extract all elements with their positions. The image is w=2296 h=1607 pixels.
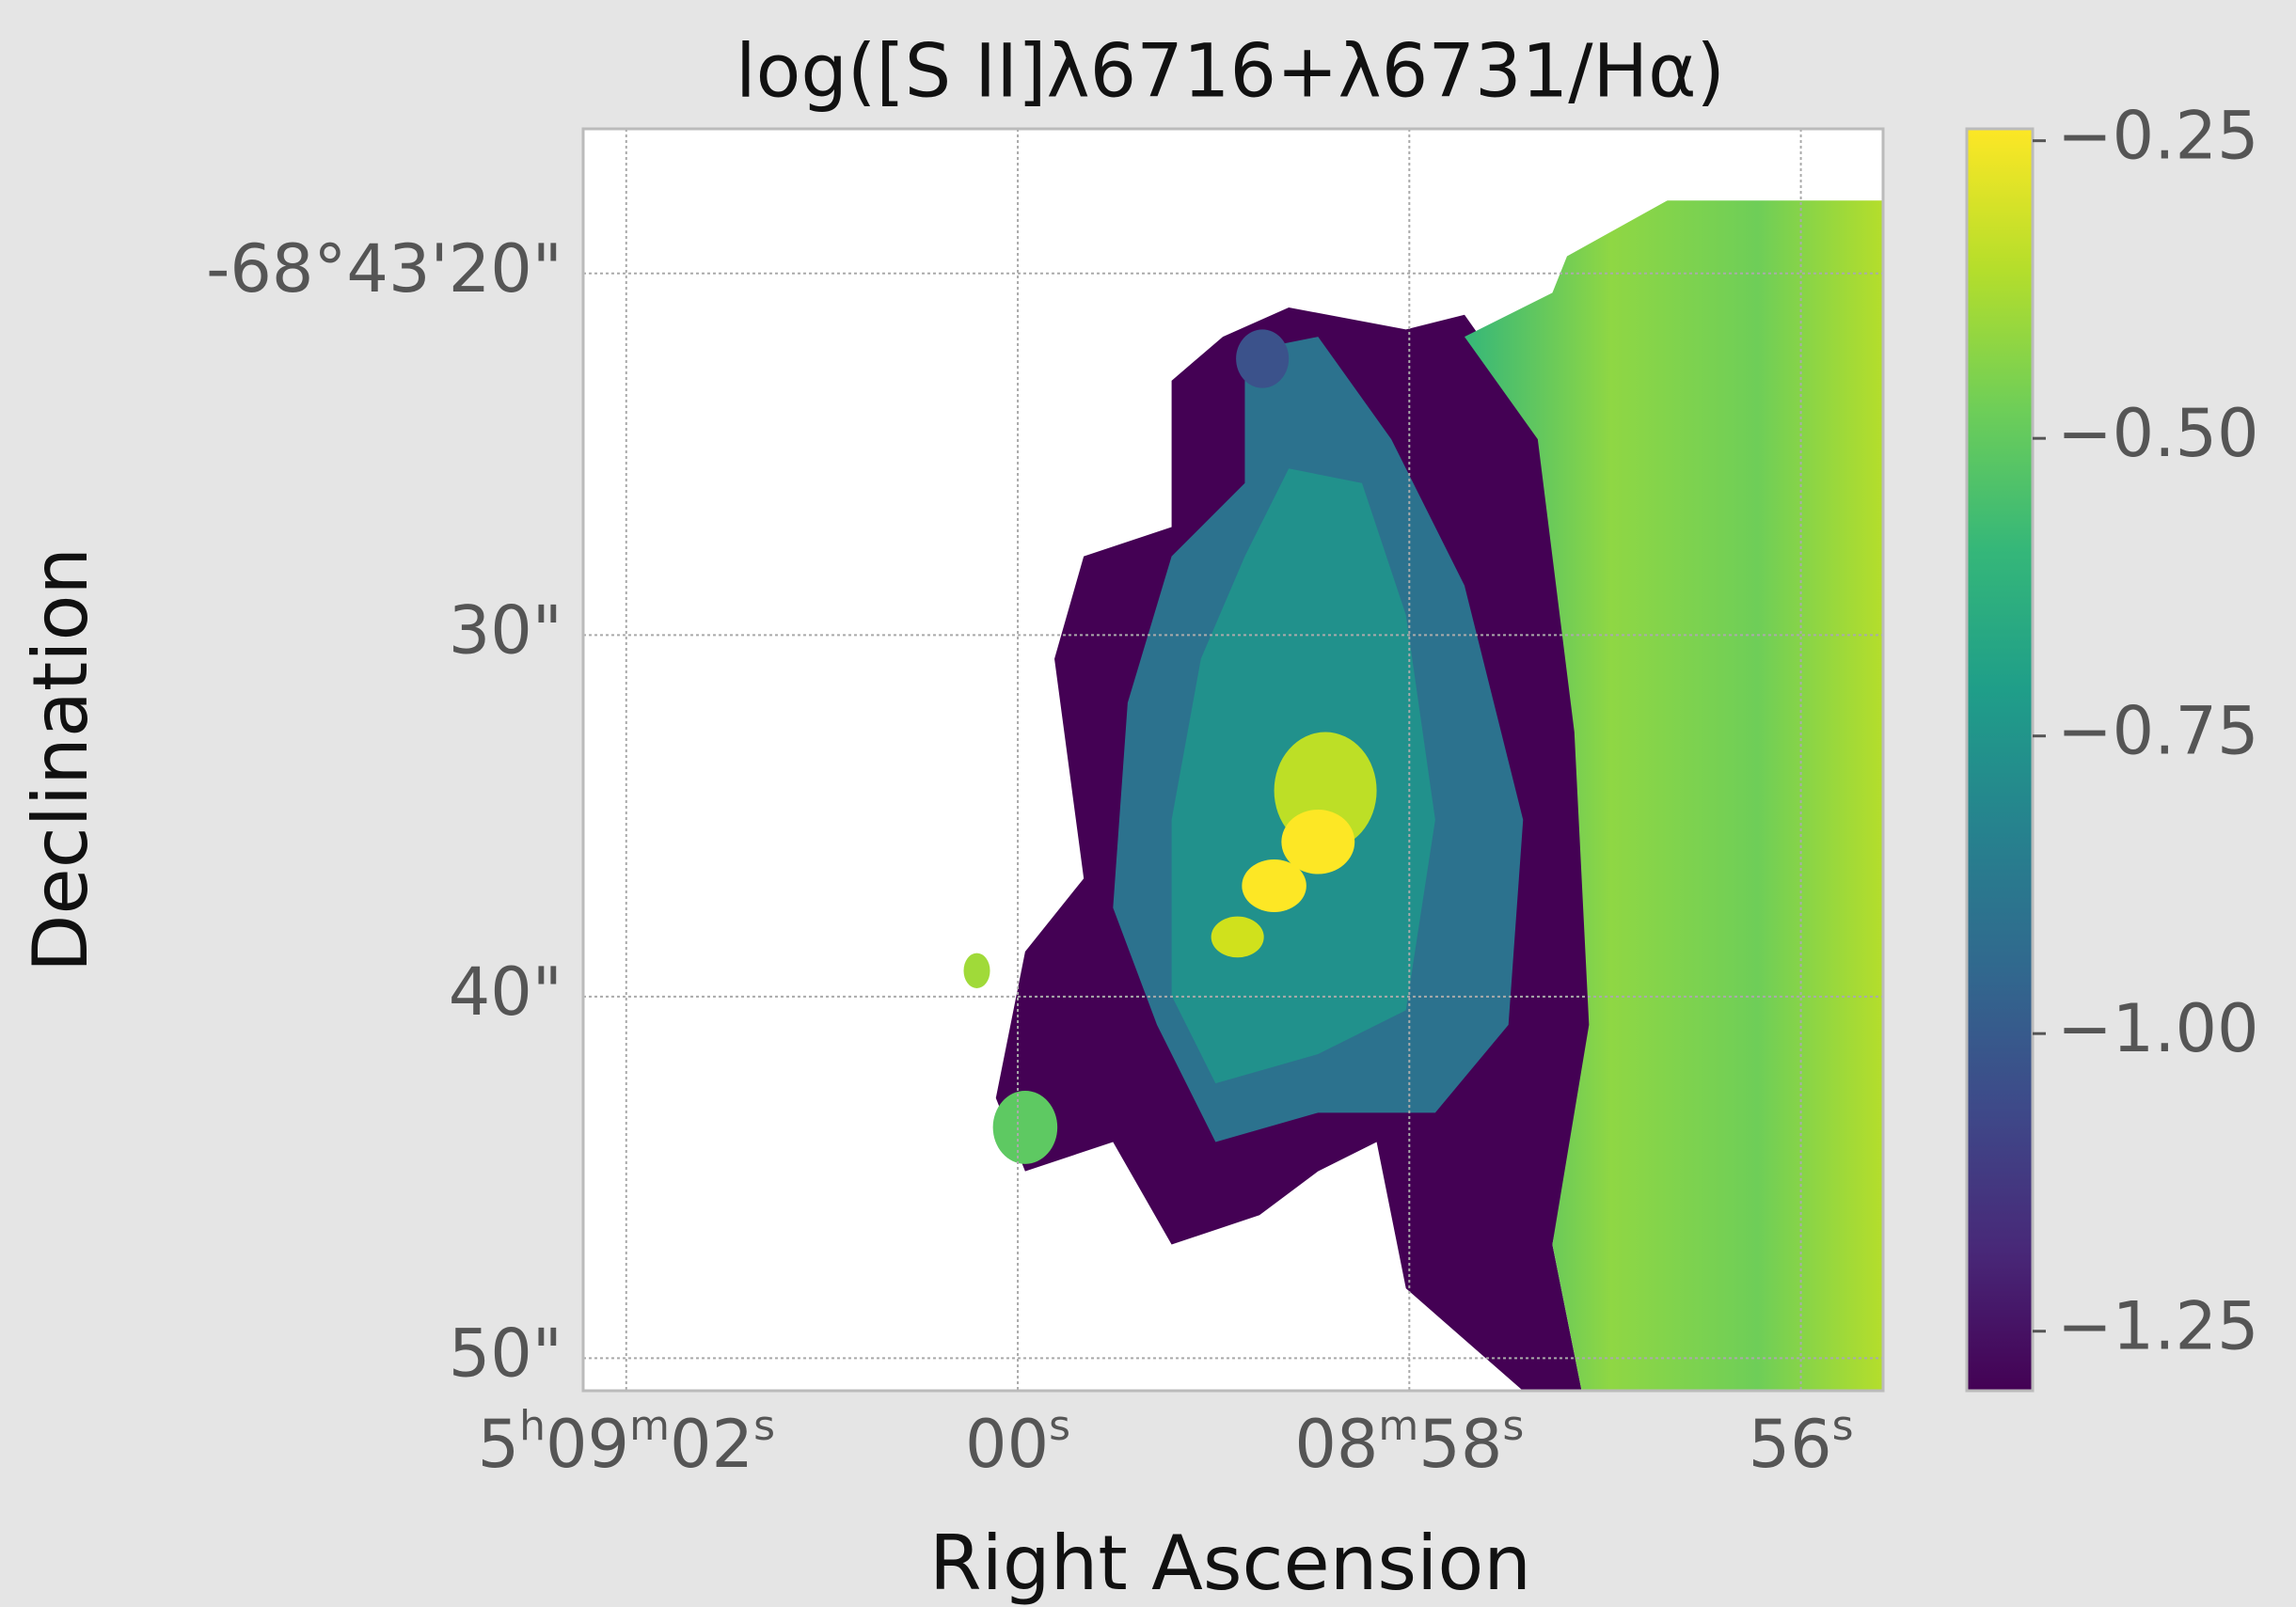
colorbar-tick-label: −0.75 bbox=[2057, 693, 2259, 770]
x-tick-label: 08m58s bbox=[1294, 1402, 1524, 1483]
y-axis-label: Declination bbox=[17, 547, 104, 972]
plot-frame bbox=[581, 127, 1885, 1393]
x-tick-label: 00s bbox=[965, 1402, 1070, 1483]
colorbar-tick-label: −1.25 bbox=[2057, 1288, 2259, 1365]
colorbar-tick-label: −1.00 bbox=[2057, 990, 2259, 1067]
colorbar bbox=[1965, 127, 2035, 1393]
colorbar-tick-label: −0.25 bbox=[2057, 98, 2259, 175]
bright-knot bbox=[1242, 859, 1306, 913]
y-tick-label: -68°43'20" bbox=[206, 230, 562, 307]
bright-knot bbox=[1211, 916, 1264, 958]
x-tick-label: 5h09m02s bbox=[478, 1402, 775, 1483]
y-tick-label: 30" bbox=[449, 591, 562, 669]
colorbar-tick-label: −0.50 bbox=[2057, 395, 2259, 472]
y-tick-label: 50" bbox=[449, 1315, 562, 1392]
x-axis-label: Right Ascension bbox=[929, 1520, 1531, 1607]
axes: 5h09m02s 00s 08m58s 56s -68°43'20" 30" 40" 50" bbox=[206, 129, 1883, 1483]
knot bbox=[963, 953, 990, 988]
bright-knot bbox=[1281, 810, 1355, 874]
knot bbox=[992, 1090, 1058, 1164]
knot bbox=[1236, 329, 1290, 388]
region-right bbox=[1465, 200, 1884, 1392]
x-tick-label: 56s bbox=[1749, 1402, 1854, 1483]
chart-title: log([S II]λ6716+λ6731/Hα) bbox=[736, 29, 1725, 114]
y-tick-label: 40" bbox=[449, 953, 562, 1031]
image-map bbox=[963, 200, 1884, 1392]
